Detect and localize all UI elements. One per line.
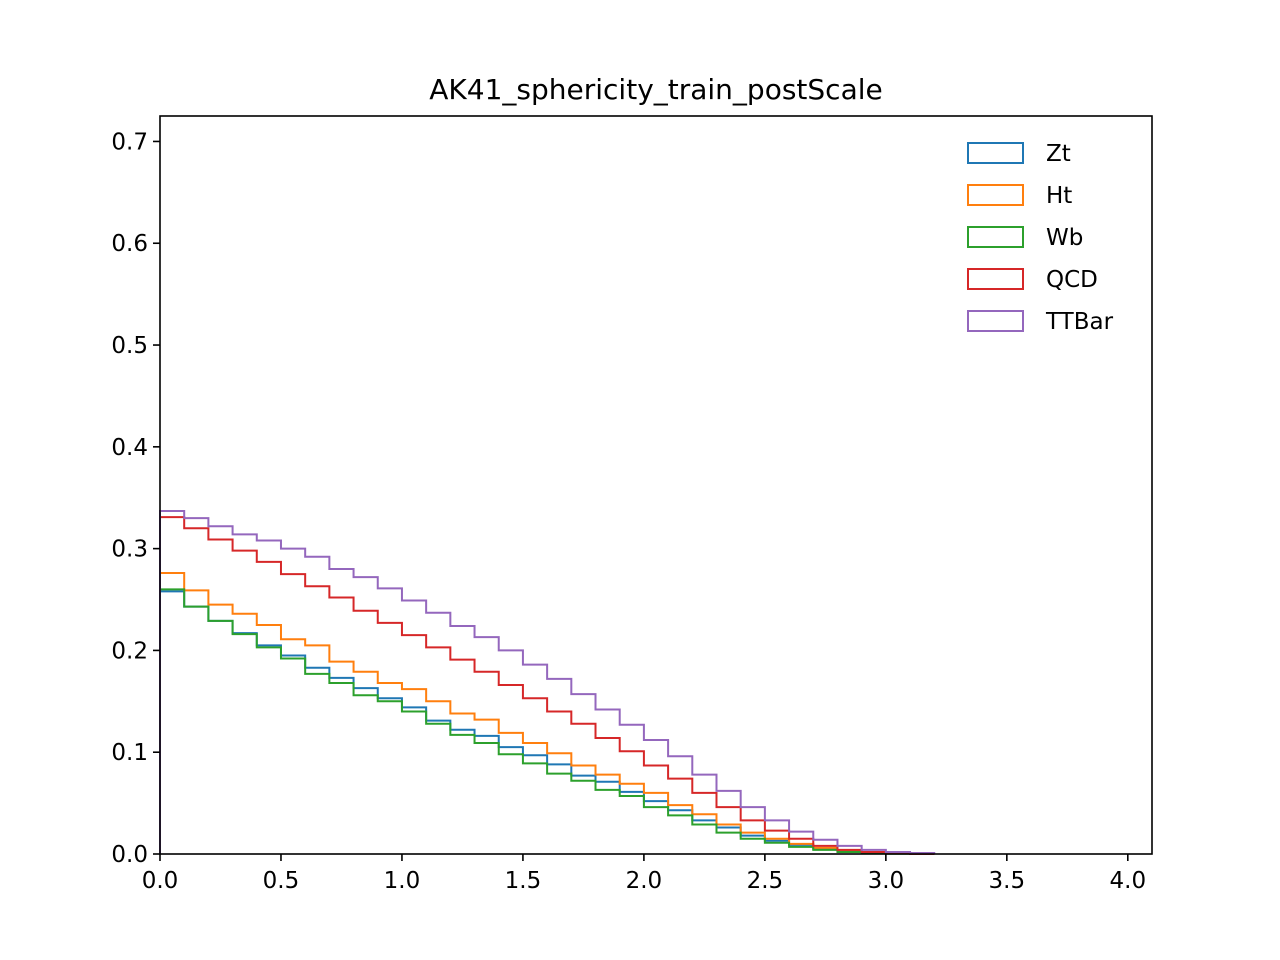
legend-swatch xyxy=(967,226,1024,248)
legend-label: Wb xyxy=(1046,225,1083,251)
y-tick-label: 0.0 xyxy=(111,842,148,868)
y-tick-label: 0.5 xyxy=(111,333,148,359)
x-tick-label: 0.0 xyxy=(142,868,179,894)
y-tick-label: 0.6 xyxy=(111,231,148,257)
x-axis: 0.0 0.5 1.0 1.5 2.0 2.5 3.0 3.5 4.0 xyxy=(142,854,1146,894)
legend-swatch xyxy=(967,184,1024,206)
legend-label: TTBar xyxy=(1045,309,1114,335)
legend-label: Zt xyxy=(1046,141,1071,167)
series-layer xyxy=(159,509,936,855)
y-tick-label: 0.3 xyxy=(111,537,148,563)
legend-swatch xyxy=(967,310,1024,332)
series-wb-step xyxy=(159,588,935,855)
x-tick-label: 4.0 xyxy=(1110,868,1147,894)
legend-swatch xyxy=(967,142,1024,164)
y-axis: 0.0 0.1 0.2 0.3 0.4 0.5 0.6 0.7 xyxy=(111,129,160,868)
legend-label: QCD xyxy=(1046,267,1098,293)
x-tick-label: 2.0 xyxy=(626,868,663,894)
x-tick-label: 3.0 xyxy=(868,868,905,894)
series-ttbar-step xyxy=(159,509,936,854)
x-tick-label: 1.5 xyxy=(505,868,542,894)
chart-title: AK41_sphericity_train_postScale xyxy=(429,73,882,106)
series-qcd-step xyxy=(159,516,935,855)
y-tick-label: 0.2 xyxy=(111,638,148,664)
legend-label: Ht xyxy=(1046,183,1072,209)
legend-swatch xyxy=(967,268,1024,290)
y-tick-label: 0.1 xyxy=(111,740,148,766)
legend: Zt Ht Wb QCD TTBar xyxy=(967,141,1114,335)
series-ht-step xyxy=(159,572,935,855)
x-tick-label: 1.0 xyxy=(384,868,421,894)
x-tick-label: 2.5 xyxy=(747,868,784,894)
x-tick-label: 0.5 xyxy=(263,868,300,894)
x-tick-label: 3.5 xyxy=(989,868,1026,894)
plot-frame xyxy=(159,115,1153,855)
y-tick-label: 0.4 xyxy=(111,435,148,461)
y-tick-label: 0.7 xyxy=(111,129,148,155)
